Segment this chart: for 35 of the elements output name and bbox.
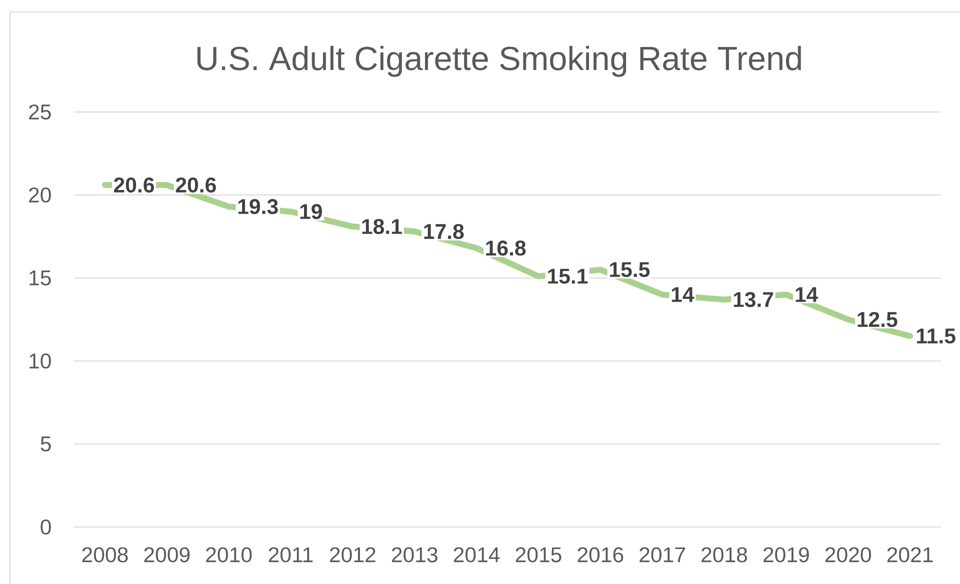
x-tick-label: 2018: [702, 547, 748, 562]
x-tick-label: 2015: [516, 547, 562, 562]
data-label: 17.8: [424, 224, 464, 240]
x-tick-label: 2012: [330, 547, 376, 562]
data-label: 19: [300, 204, 322, 220]
data-label: 14: [796, 287, 818, 302]
data-label: 16.8: [486, 240, 526, 256]
x-tick-label: 2010: [206, 547, 252, 562]
y-tick-label: 15: [30, 270, 51, 286]
x-tick-label: 2008: [82, 547, 128, 562]
data-label: 20.6: [114, 177, 154, 193]
x-tick-label: 2014: [454, 547, 500, 562]
x-tick-label: 2013: [392, 547, 438, 562]
x-tick-label: 2017: [640, 547, 685, 562]
y-tick-label: 25: [29, 104, 51, 120]
y-tick-label: 0: [40, 519, 51, 535]
data-label: 20.6: [176, 177, 216, 193]
x-tick-label: 2011: [268, 547, 313, 562]
data-label: 19.3: [238, 199, 278, 214]
chart-title: U.S. Adult Cigarette Smoking Rate Trend: [197, 46, 801, 77]
data-label: 13.7: [734, 292, 774, 308]
x-tick-label: 2009: [144, 547, 190, 562]
data-label: 11.5: [916, 328, 956, 344]
data-label: 15.5: [610, 262, 650, 278]
x-tick-label: 2016: [578, 547, 624, 562]
data-label: 12.5: [858, 312, 898, 328]
data-label: 18.1: [362, 218, 402, 234]
y-tick-label: 10: [30, 353, 51, 369]
y-tick-label: 5: [40, 436, 51, 452]
x-tick-label: 2021: [887, 547, 933, 562]
data-label: 15.1: [548, 268, 588, 284]
x-tick-label: 2020: [825, 547, 871, 562]
y-tick-label: 20: [29, 187, 51, 203]
data-label: 14: [672, 287, 694, 302]
x-tick-label: 2019: [764, 547, 809, 562]
